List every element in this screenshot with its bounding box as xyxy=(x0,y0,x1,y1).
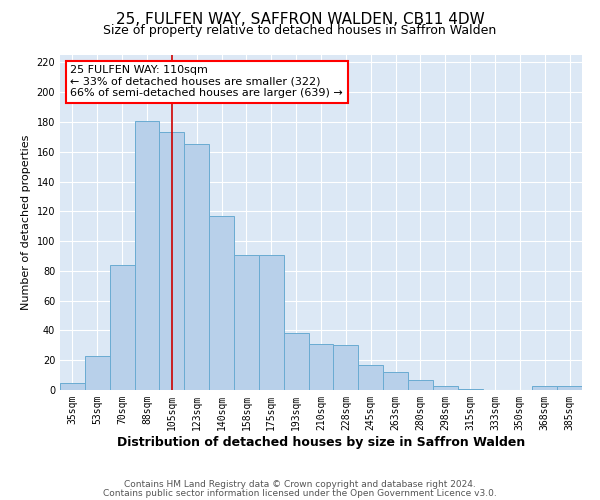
Bar xyxy=(259,254,284,390)
Bar xyxy=(110,265,134,390)
Bar xyxy=(408,380,433,390)
Bar xyxy=(458,388,482,390)
Text: Contains public sector information licensed under the Open Government Licence v3: Contains public sector information licen… xyxy=(103,488,497,498)
Bar xyxy=(134,120,160,390)
Bar xyxy=(532,386,557,390)
Text: Size of property relative to detached houses in Saffron Walden: Size of property relative to detached ho… xyxy=(103,24,497,37)
Bar xyxy=(184,144,209,390)
Bar xyxy=(60,382,85,390)
Bar xyxy=(284,334,308,390)
X-axis label: Distribution of detached houses by size in Saffron Walden: Distribution of detached houses by size … xyxy=(117,436,525,448)
Text: 25 FULFEN WAY: 110sqm
← 33% of detached houses are smaller (322)
66% of semi-det: 25 FULFEN WAY: 110sqm ← 33% of detached … xyxy=(70,65,343,98)
Text: Contains HM Land Registry data © Crown copyright and database right 2024.: Contains HM Land Registry data © Crown c… xyxy=(124,480,476,489)
Bar xyxy=(383,372,408,390)
Bar xyxy=(85,356,110,390)
Bar xyxy=(160,132,184,390)
Bar xyxy=(234,254,259,390)
Y-axis label: Number of detached properties: Number of detached properties xyxy=(21,135,31,310)
Bar xyxy=(358,364,383,390)
Text: 25, FULFEN WAY, SAFFRON WALDEN, CB11 4DW: 25, FULFEN WAY, SAFFRON WALDEN, CB11 4DW xyxy=(116,12,484,28)
Bar xyxy=(308,344,334,390)
Bar xyxy=(209,216,234,390)
Bar xyxy=(334,346,358,390)
Bar xyxy=(433,386,458,390)
Bar xyxy=(557,386,582,390)
